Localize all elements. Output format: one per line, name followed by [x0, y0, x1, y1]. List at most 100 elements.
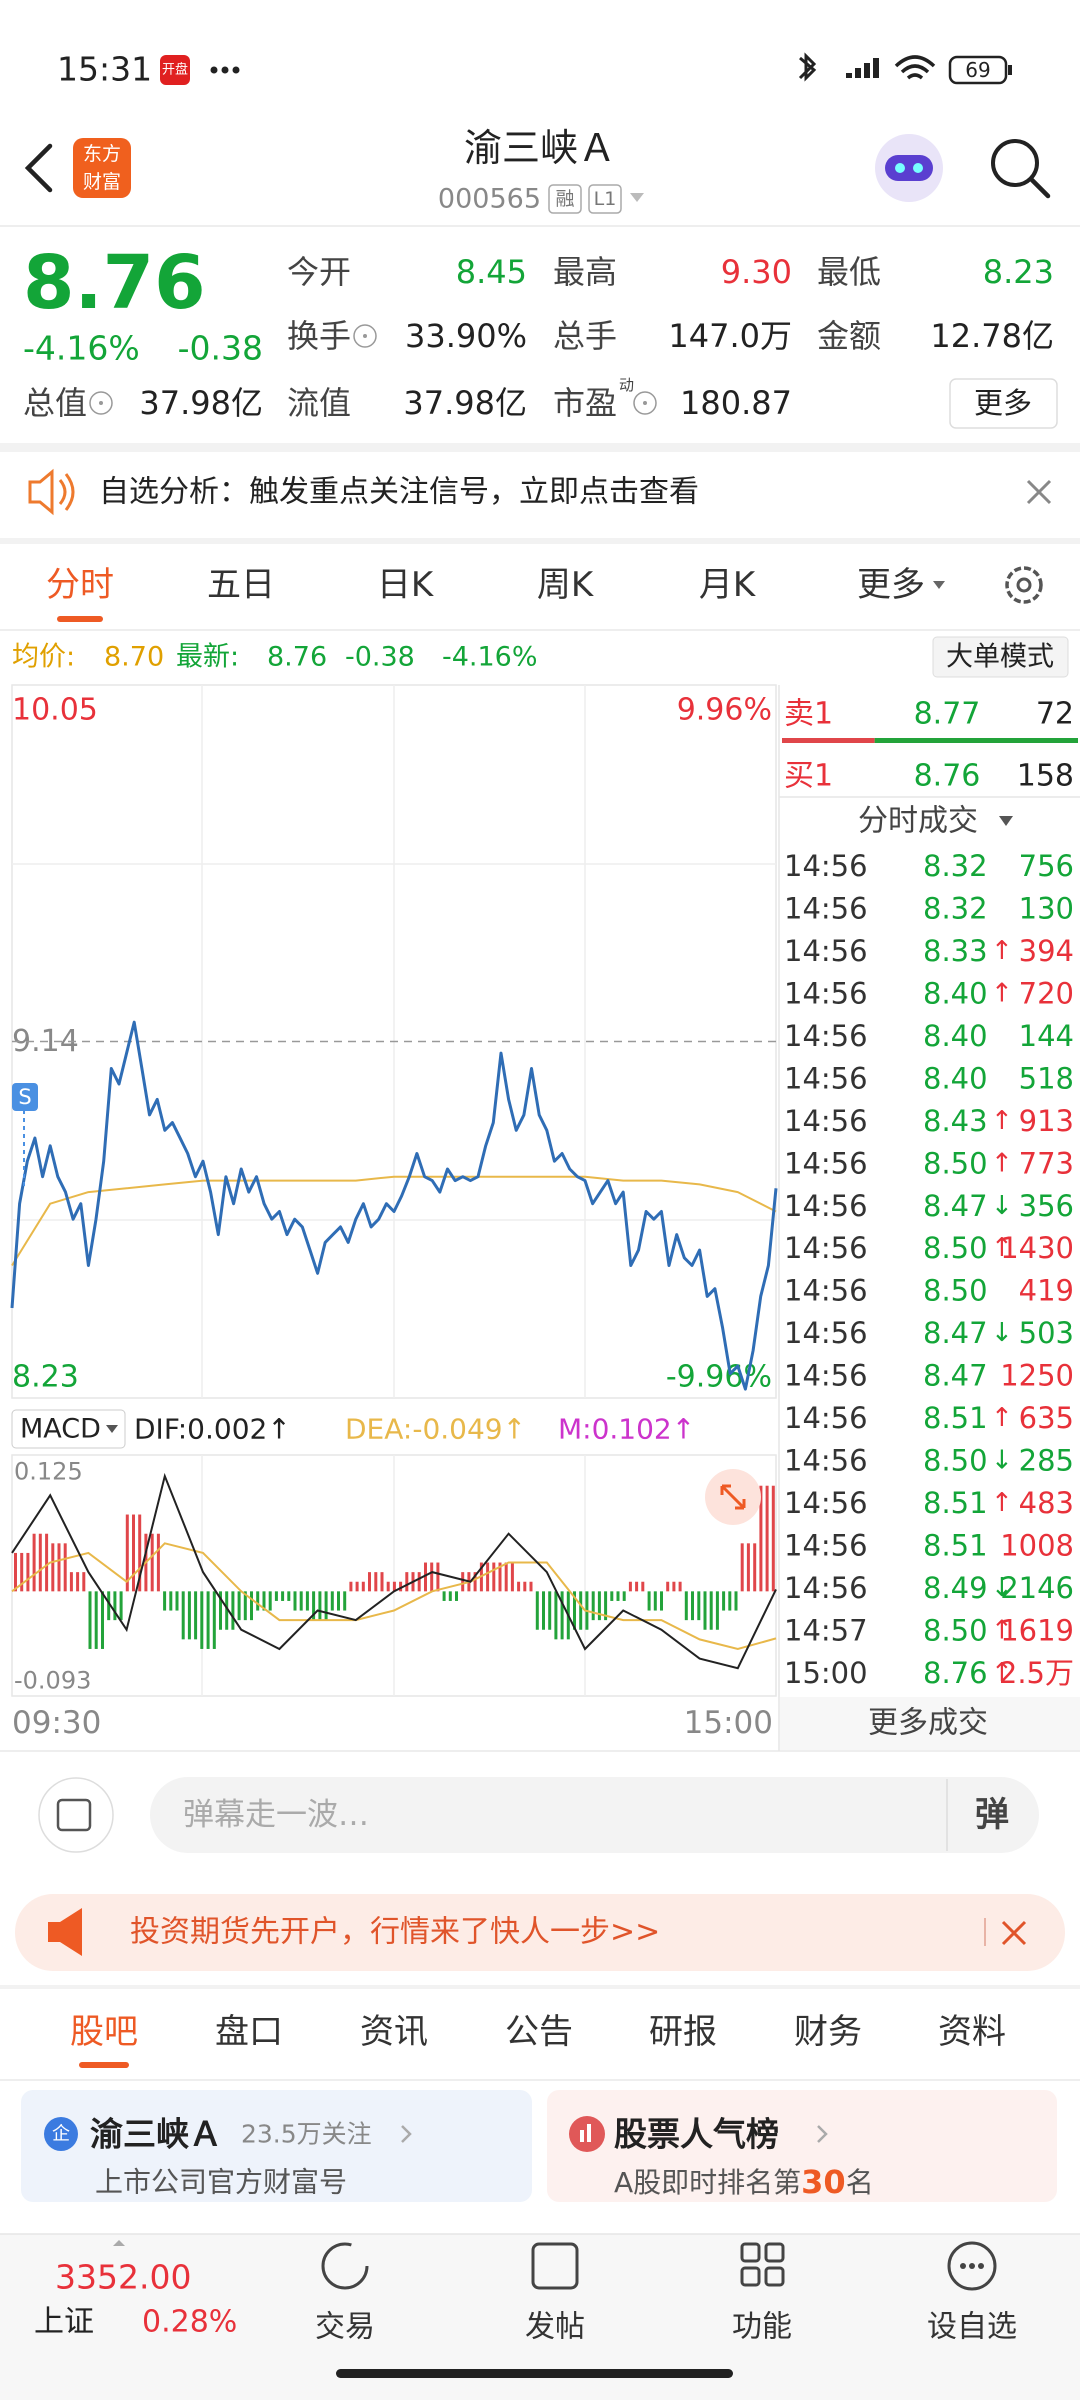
section-tab[interactable]: 股吧	[70, 2012, 138, 2052]
chart-tab[interactable]: 更多	[857, 565, 925, 605]
account-card[interactable]	[21, 2090, 532, 2202]
macd-bar	[691, 1591, 694, 1621]
dropdown-icon	[106, 1425, 118, 1433]
close-icon[interactable]	[1026, 479, 1052, 505]
trade-volume: 356	[1019, 1189, 1074, 1223]
status-time: 15:31	[57, 50, 152, 89]
section-tab[interactable]: 盘口	[215, 2012, 283, 2052]
more-trades-bg[interactable]	[780, 1697, 1080, 1750]
assistant-eye	[913, 163, 923, 173]
notice-text[interactable]: 自选分析：触发重点关注信号，立即点击查看	[99, 475, 699, 510]
time-label: 09:30	[12, 1705, 101, 1741]
trade-arrow: ↓	[991, 1446, 1013, 1476]
macd-bar	[523, 1581, 527, 1592]
more-button-label[interactable]: 更多	[974, 386, 1032, 420]
ad-close[interactable]	[1001, 1920, 1027, 1946]
nav-label[interactable]: 设自选	[927, 2310, 1017, 2345]
ranking-card[interactable]	[547, 2090, 1057, 2202]
ranking-icon-bar	[587, 2124, 591, 2142]
danmaku-button[interactable]: 弹	[975, 1795, 1009, 1835]
macd-bar	[430, 1562, 434, 1592]
trade-volume: 419	[1019, 1274, 1074, 1308]
stat-value: 37.98亿	[403, 384, 527, 422]
mode-button-label[interactable]: 大单模式	[946, 642, 1054, 673]
macd-bar	[666, 1581, 670, 1592]
trade-time: 14:56	[784, 1189, 868, 1223]
macd-bar	[219, 1591, 222, 1630]
trade-price: 8.51	[923, 1529, 988, 1563]
section-tab[interactable]: 财务	[794, 2012, 862, 2052]
trade-price: 8.47	[923, 1359, 988, 1393]
sell-bar	[782, 738, 875, 743]
trade-time: 14:56	[784, 1274, 868, 1308]
macd-bar	[107, 1591, 111, 1621]
macd-bar	[436, 1562, 440, 1592]
section-tab[interactable]: 资讯	[360, 2012, 428, 2052]
macd-bar	[399, 1581, 403, 1592]
ad-banner[interactable]	[15, 1894, 1065, 1971]
indicator-select[interactable]	[11, 1409, 126, 1449]
y-tick-label: 10.05	[12, 693, 98, 728]
macd-bar	[405, 1572, 409, 1592]
macd-bar	[256, 1591, 260, 1611]
macd-bar	[181, 1591, 185, 1640]
trade-volume: 2146	[1000, 1571, 1074, 1605]
assistant-face	[885, 155, 933, 181]
more-trades[interactable]: 更多成交	[868, 1706, 988, 1741]
buy-bar	[874, 738, 1078, 743]
chart-tab[interactable]: 五日	[207, 565, 275, 605]
nav-label[interactable]: 交易	[315, 2310, 375, 2345]
stock-code: 000565	[438, 184, 541, 215]
stat-label: 金额	[817, 317, 881, 355]
chart-tab[interactable]: 周K	[537, 565, 595, 605]
macd-bar	[250, 1591, 253, 1621]
chart-tab[interactable]: 分时	[46, 565, 114, 605]
input-pill[interactable]	[150, 1777, 1039, 1853]
trades-header[interactable]: 分时成交	[858, 804, 978, 839]
macd-bar	[610, 1591, 614, 1601]
section-tab[interactable]: 资料	[938, 2012, 1006, 2052]
more-button[interactable]	[949, 378, 1058, 429]
mode-button[interactable]	[932, 636, 1069, 678]
nav-label[interactable]: 发帖	[525, 2310, 585, 2345]
macd-bar	[337, 1591, 340, 1611]
trade-time: 15:00	[784, 1656, 868, 1690]
info-dot	[363, 334, 367, 338]
stat-label: 流值	[287, 384, 351, 422]
macd-bar	[560, 1591, 564, 1640]
trade-price: 8.40	[923, 976, 988, 1010]
macd-bar	[759, 1485, 763, 1592]
nav-label[interactable]: 功能	[732, 2310, 792, 2345]
macd-bar	[57, 1543, 61, 1592]
nav-icon	[740, 2242, 761, 2263]
section-tab[interactable]: 公告	[505, 2012, 573, 2052]
danmaku-toggle[interactable]	[38, 1777, 114, 1853]
settings-icon[interactable]	[1005, 566, 1043, 604]
back-button[interactable]	[24, 143, 53, 193]
sell-volume: 72	[1036, 697, 1074, 732]
index-value[interactable]: 3352.00	[55, 2258, 191, 2297]
chart-tab[interactable]: 日K	[377, 565, 435, 605]
trade-time: 14:56	[784, 1529, 868, 1563]
dropdown-icon	[999, 816, 1013, 826]
y-tick-label: 8.23	[12, 1360, 79, 1395]
nav-icon	[764, 2266, 785, 2287]
macd-bar	[76, 1572, 80, 1592]
card-title: 股票人气榜	[614, 2115, 779, 2154]
macd-bar	[604, 1591, 608, 1621]
index-change[interactable]: 0.28%	[142, 2305, 237, 2340]
ad-text[interactable]: 投资期货先开户，行情来了快人一步>>	[130, 1915, 660, 1950]
search-icon[interactable]	[991, 139, 1039, 187]
trade-volume: 144	[1019, 1019, 1074, 1053]
indicator-name[interactable]: MACD	[20, 1414, 101, 1445]
assistant-eye	[895, 163, 905, 173]
chart-tab[interactable]: 月K	[699, 565, 757, 605]
tag-box	[548, 184, 582, 214]
index-name[interactable]: 上证	[34, 2305, 94, 2340]
input-placeholder[interactable]: 弹幕走一波…	[183, 1797, 369, 1833]
marker-label: S	[18, 1085, 31, 1109]
section-tab[interactable]: 研报	[649, 2012, 717, 2052]
macd-bar	[380, 1572, 384, 1592]
macd-bar	[722, 1591, 726, 1611]
